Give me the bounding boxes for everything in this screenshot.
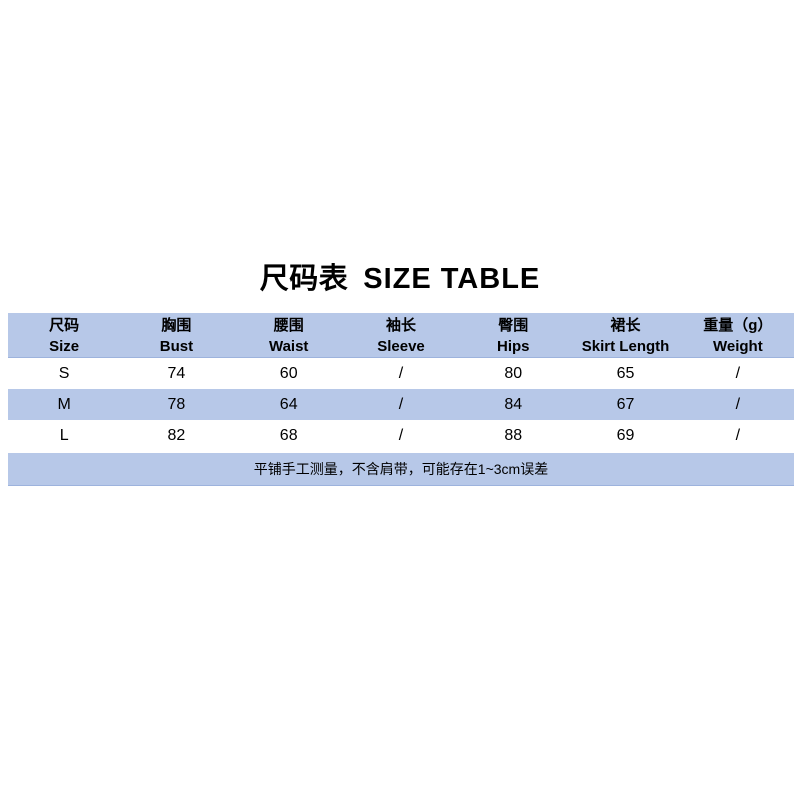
page-title-zh: 尺码表 [259, 263, 349, 295]
table-row-size-m: M 78 64 / 84 67 / [8, 389, 794, 420]
table-cell: 64 [279, 396, 298, 413]
table-cell: / [398, 427, 404, 444]
table-row-size-l: L 82 68 / 88 69 / [8, 420, 794, 451]
table-cell: 78 [167, 396, 186, 413]
column-header-weight-zh: 重量（g） [703, 316, 773, 334]
table-cell: / [398, 396, 404, 413]
table-cell: 67 [616, 396, 635, 413]
row-divider [8, 451, 794, 453]
column-header-size: 尺码 Size [8, 313, 120, 357]
column-header-weight: 重量（g） Weight [682, 313, 794, 357]
table-cell: 74 [167, 365, 186, 382]
table-cell: / [735, 396, 741, 413]
column-header-sleeve-zh: 袖长 [385, 316, 416, 334]
column-header-weight-en: Weight [712, 337, 763, 355]
measurement-note-text: 平铺手工测量，不含肩带，可能存在1~3cm误差 [253, 461, 549, 477]
column-header-waist-zh: 腰围 [273, 316, 304, 334]
table-cell: 84 [504, 396, 523, 413]
table-cell: M [57, 396, 71, 413]
table-cell: 69 [616, 427, 635, 444]
table-cell: 60 [279, 365, 298, 382]
table-cell: 65 [616, 365, 635, 382]
table-cell: 82 [167, 427, 186, 444]
column-header-hips: 臀围 Hips [457, 313, 569, 357]
column-header-skirt-length-en: Skirt Length [581, 337, 670, 355]
table-cell: / [398, 365, 404, 382]
column-header-bust-zh: 胸围 [161, 316, 192, 334]
column-header-waist-en: Waist [268, 337, 309, 355]
table-cell: L [59, 427, 69, 444]
table-cell: 68 [279, 427, 298, 444]
column-header-bust-en: Bust [159, 337, 194, 355]
column-header-sleeve: 袖长 Sleeve [345, 313, 457, 357]
page-title-en: SIZE TABLE [363, 263, 541, 295]
column-header-skirt-length: 裙长 Skirt Length [569, 313, 681, 357]
column-header-size-zh: 尺码 [49, 316, 80, 334]
page-title: 尺码表 SIZE TABLE [0, 262, 800, 296]
table-row-size-s: S 74 60 / 80 65 / [8, 358, 794, 389]
column-header-hips-en: Hips [497, 337, 530, 355]
column-header-sleeve-en: Sleeve [377, 337, 425, 355]
size-table: 尺码 Size 胸围 Bust 腰围 Waist 袖长 Sleeve 臀围 Hi… [8, 313, 794, 486]
column-header-waist: 腰围 Waist [233, 313, 345, 357]
table-cell: / [735, 427, 741, 444]
table-cell: S [58, 365, 70, 382]
column-header-hips-zh: 臀围 [498, 316, 529, 334]
column-header-bust: 胸围 Bust [120, 313, 232, 357]
measurement-note-bar: 平铺手工测量，不含肩带，可能存在1~3cm误差 [8, 453, 794, 486]
table-cell: 88 [504, 427, 523, 444]
table-cell: 80 [504, 365, 523, 382]
size-table-header-row: 尺码 Size 胸围 Bust 腰围 Waist 袖长 Sleeve 臀围 Hi… [8, 313, 794, 358]
column-header-size-en: Size [49, 337, 80, 355]
table-cell: / [735, 365, 741, 382]
column-header-skirt-length-zh: 裙长 [610, 316, 641, 334]
